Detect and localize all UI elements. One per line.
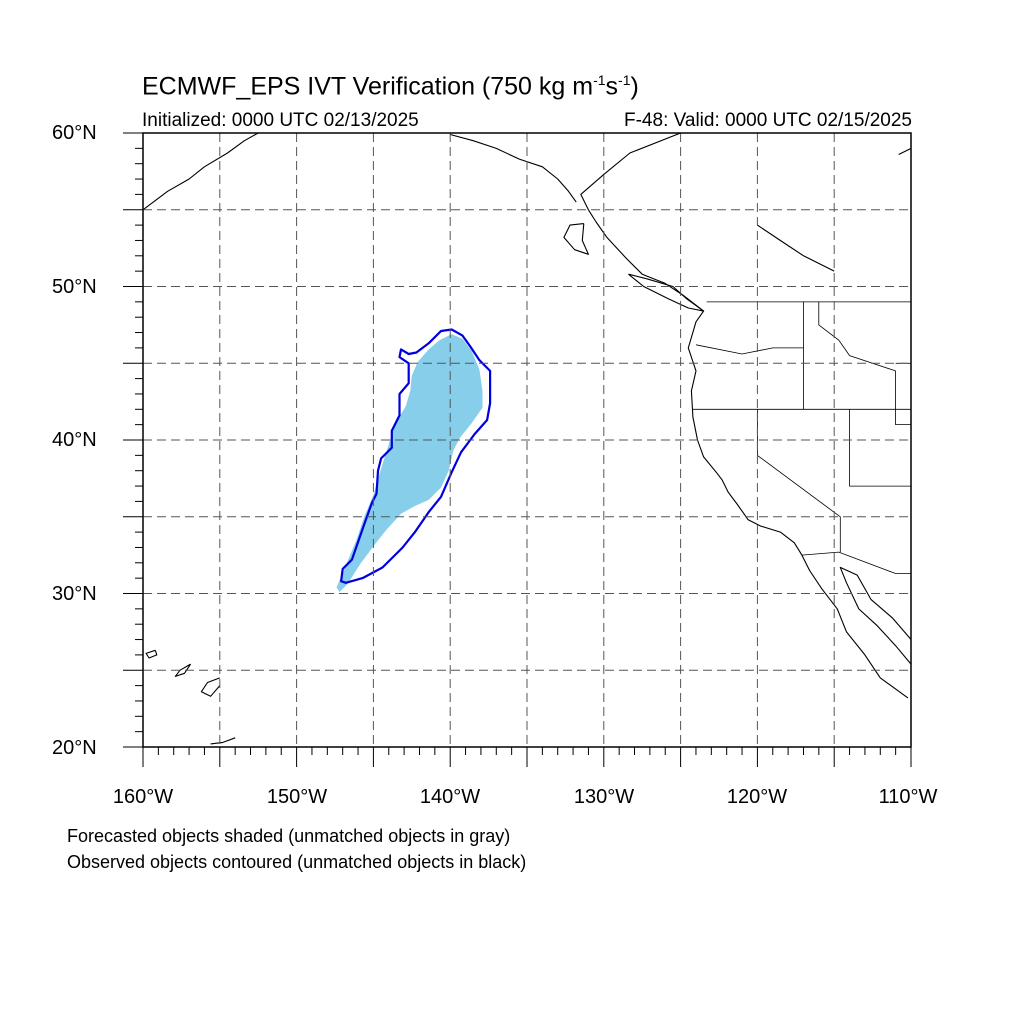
observed-note: Observed objects contoured (unmatched ob…: [67, 852, 527, 872]
coastline: [143, 133, 259, 211]
ivt-objects: [336, 328, 492, 592]
lat-label-30n: 30°N: [52, 583, 97, 605]
forecast-note: Forecasted objects shaded (unmatched obj…: [67, 826, 511, 846]
lon-label-140w: 140°W: [419, 786, 481, 808]
grid-lines: [143, 133, 911, 747]
observed-ivt-contour: [340, 328, 492, 584]
coastline: [757, 224, 835, 272]
coastline: [200, 677, 221, 697]
coastline: [898, 147, 911, 155]
state-border: [818, 301, 896, 372]
lat-label-50n: 50°N: [52, 276, 97, 298]
valid-time-label: F-48: Valid: 0000 UTC 02/15/2025: [624, 110, 912, 131]
coastline: [580, 133, 909, 699]
state-border: [895, 370, 911, 425]
coastline: [210, 737, 236, 745]
lat-label-40n: 40°N: [52, 429, 97, 451]
initialized-label: Initialized: 0000 UTC 02/13/2025: [142, 110, 419, 131]
lat-label-60n: 60°N: [52, 122, 97, 144]
chart-title: ECMWF_EPS IVT Verification (750 kg m-1s-…: [142, 72, 639, 101]
coastline: [450, 133, 577, 203]
map-frame: [142, 132, 912, 748]
state-border: [801, 551, 911, 574]
coastline: [628, 273, 705, 312]
lon-label-130w: 130°W: [573, 786, 635, 808]
tick-marks: [123, 132, 912, 767]
lon-label-110w: 110°W: [878, 786, 938, 808]
lon-label-120w: 120°W: [726, 786, 788, 808]
state-border: [849, 409, 911, 487]
lat-label-20n: 20°N: [52, 737, 97, 759]
lon-label-160w: 160°W: [112, 786, 174, 808]
coastline: [145, 649, 158, 659]
coastline: [839, 566, 911, 665]
state-border: [695, 344, 804, 355]
coastline: [563, 223, 589, 255]
state-border: [757, 409, 841, 553]
lon-label-150w: 150°W: [266, 786, 328, 808]
